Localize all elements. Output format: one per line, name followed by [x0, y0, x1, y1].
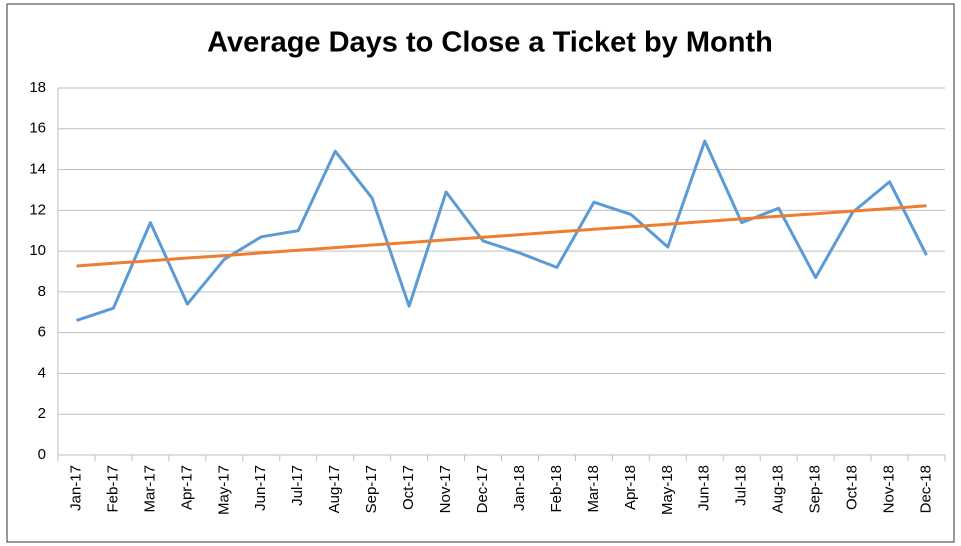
- x-tick-label: Jul-18: [733, 465, 750, 506]
- y-tick-label: 16: [29, 120, 46, 137]
- chart-frame: [6, 3, 955, 543]
- chart-title: Average Days to Close a Ticket by Month: [207, 27, 773, 59]
- y-tick-label: 8: [38, 283, 46, 300]
- y-tick-label: 6: [38, 324, 46, 341]
- x-tick-label: Nov-17: [437, 465, 454, 513]
- y-tick-label: 12: [29, 201, 46, 218]
- x-tick-label: Aug-17: [326, 465, 343, 513]
- x-tick-label: Jul-17: [289, 465, 306, 506]
- x-tick-label: Sep-18: [807, 465, 824, 513]
- x-tick-label: May-18: [659, 465, 676, 515]
- y-tick-label: 4: [38, 364, 46, 381]
- x-tick-label: Oct-17: [400, 465, 417, 510]
- x-tick-label: Feb-18: [548, 465, 565, 513]
- y-tick-label: 14: [29, 161, 46, 178]
- x-tick-label: Dec-18: [917, 465, 934, 513]
- y-tick-label: 18: [29, 79, 46, 96]
- x-tick-label: Dec-17: [474, 465, 491, 513]
- x-tick-label: Apr-17: [178, 465, 195, 510]
- y-tick-label: 10: [29, 242, 46, 259]
- y-tick-label: 2: [38, 405, 46, 422]
- x-tick-label: Mar-18: [585, 465, 602, 513]
- y-tick-label: 0: [38, 446, 46, 463]
- data-line: [76, 139, 928, 322]
- x-tick-label: Jan-18: [511, 465, 528, 511]
- trend-line: [76, 204, 927, 268]
- x-tick-label: Aug-18: [770, 465, 787, 513]
- x-tick-label: Jan-17: [67, 465, 84, 511]
- x-tick-label: Feb-17: [104, 465, 121, 513]
- x-tick-label: Mar-17: [141, 465, 158, 513]
- x-tick-label: Jun-18: [696, 465, 713, 511]
- x-tick-label: Sep-17: [363, 465, 380, 513]
- x-tick-label: Jun-17: [252, 465, 269, 511]
- x-tick-label: Apr-18: [622, 465, 639, 510]
- x-tick-label: Nov-18: [881, 465, 898, 513]
- x-tick-label: Oct-18: [844, 465, 861, 510]
- x-tick-label: May-17: [215, 465, 232, 515]
